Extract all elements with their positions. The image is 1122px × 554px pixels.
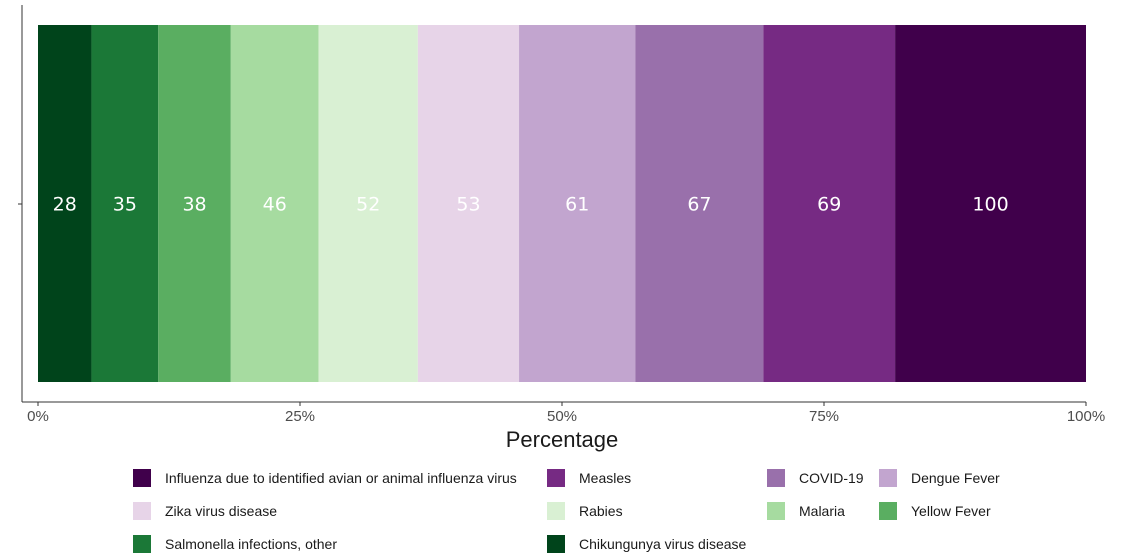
x-tick-label-1: 25% — [285, 408, 315, 425]
bar-segment-5 — [417, 25, 520, 382]
bar-segment-8 — [763, 25, 896, 382]
x-axis-title: Percentage — [506, 427, 619, 452]
bar-segment-2 — [158, 25, 231, 382]
bar-segment-3 — [230, 25, 319, 382]
data-label-4: 52 — [356, 194, 380, 216]
data-label-0: 28 — [53, 194, 77, 216]
x-tick-label-4: 100% — [1067, 408, 1105, 425]
x-tick-label-0: 0% — [27, 408, 49, 425]
data-label-1: 35 — [113, 194, 137, 216]
data-label-2: 38 — [182, 194, 206, 216]
bar-segment-1 — [91, 25, 159, 382]
bar-segment-0 — [38, 25, 92, 382]
x-tick-label-2: 50% — [547, 408, 577, 425]
bar-segment-7 — [635, 25, 764, 382]
data-label-3: 46 — [263, 194, 287, 216]
data-label-6: 61 — [565, 194, 589, 216]
data-label-8: 69 — [817, 194, 841, 216]
data-label-9: 100 — [972, 194, 1008, 216]
data-label-7: 67 — [687, 194, 711, 216]
bar-segment-9 — [895, 25, 1086, 382]
x-tick-label-3: 75% — [809, 408, 839, 425]
data-label-5: 53 — [456, 194, 480, 216]
bar-segment-6 — [519, 25, 636, 382]
bar-segment-4 — [318, 25, 418, 382]
